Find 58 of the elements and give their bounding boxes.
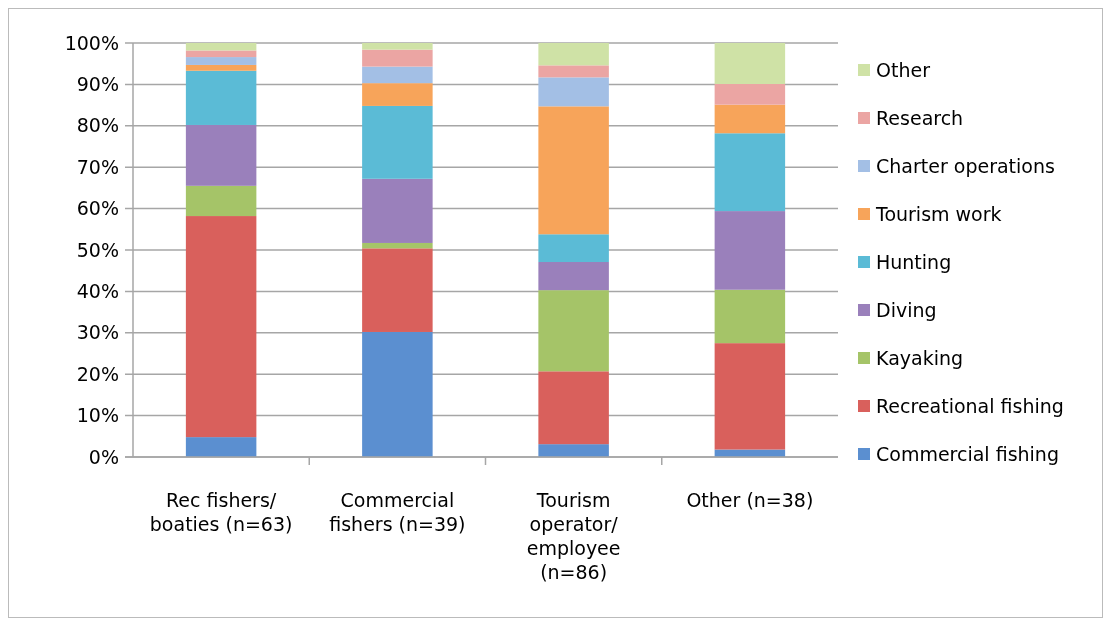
y-tick-label: 70% bbox=[76, 155, 119, 178]
bar bbox=[538, 77, 609, 107]
x-tick-label: Other (n=38) bbox=[686, 489, 814, 511]
bar bbox=[185, 70, 257, 125]
bar bbox=[185, 185, 257, 217]
x-tick-label: Rec fishers/ boaties (n=63) bbox=[149, 489, 293, 535]
bar bbox=[362, 49, 433, 67]
y-tick-label: 100% bbox=[64, 31, 119, 54]
legend-label: Recreational fishing bbox=[876, 394, 1064, 417]
y-tick-label: 30% bbox=[76, 321, 119, 344]
legend-label: Other bbox=[876, 58, 931, 81]
legend-label: Charter operations bbox=[876, 154, 1055, 177]
bar bbox=[362, 178, 433, 243]
bar bbox=[714, 343, 786, 450]
y-tick-label: 0% bbox=[88, 445, 119, 468]
y-tick-label: 40% bbox=[76, 280, 119, 303]
y-tick-label: 50% bbox=[76, 238, 119, 261]
legend-label: Kayaking bbox=[876, 346, 964, 369]
bar bbox=[538, 371, 609, 445]
bar bbox=[714, 211, 786, 290]
bar bbox=[714, 289, 786, 344]
legend-label: Tourism work bbox=[875, 202, 1002, 225]
bar bbox=[185, 43, 257, 51]
bar bbox=[362, 43, 433, 50]
bar bbox=[185, 50, 257, 58]
bar bbox=[714, 43, 786, 84]
bar bbox=[362, 105, 433, 179]
legend-label: Research bbox=[876, 106, 964, 129]
bar bbox=[362, 66, 433, 84]
y-tick-label: 60% bbox=[76, 197, 119, 220]
bar bbox=[714, 104, 786, 134]
x-tick-label: Commercial fishers (n=39) bbox=[329, 489, 466, 535]
bar bbox=[185, 124, 257, 186]
legend-label: Hunting bbox=[876, 250, 952, 273]
bar bbox=[538, 234, 609, 263]
bar bbox=[362, 242, 433, 249]
bar bbox=[538, 106, 609, 235]
bar bbox=[714, 83, 786, 105]
bar bbox=[185, 437, 257, 457]
legend-label: Diving bbox=[876, 298, 937, 321]
x-tick-label: Tourism operator/ employee (n=86) bbox=[526, 489, 621, 583]
bar bbox=[714, 133, 786, 212]
bar bbox=[362, 331, 433, 457]
bar bbox=[538, 444, 609, 457]
bar bbox=[185, 64, 257, 71]
y-tick-label: 90% bbox=[76, 73, 119, 96]
y-tick-label: 10% bbox=[76, 404, 119, 427]
bar bbox=[362, 83, 433, 106]
bar bbox=[185, 57, 257, 65]
bar bbox=[538, 43, 609, 66]
bar bbox=[185, 216, 257, 438]
bar bbox=[538, 65, 609, 78]
bar bbox=[538, 262, 609, 291]
y-tick-label: 20% bbox=[76, 362, 119, 385]
y-tick-label: 80% bbox=[76, 114, 119, 137]
bar bbox=[362, 248, 433, 332]
legend-label: Commercial fishing bbox=[876, 442, 1059, 465]
bar bbox=[538, 290, 609, 372]
